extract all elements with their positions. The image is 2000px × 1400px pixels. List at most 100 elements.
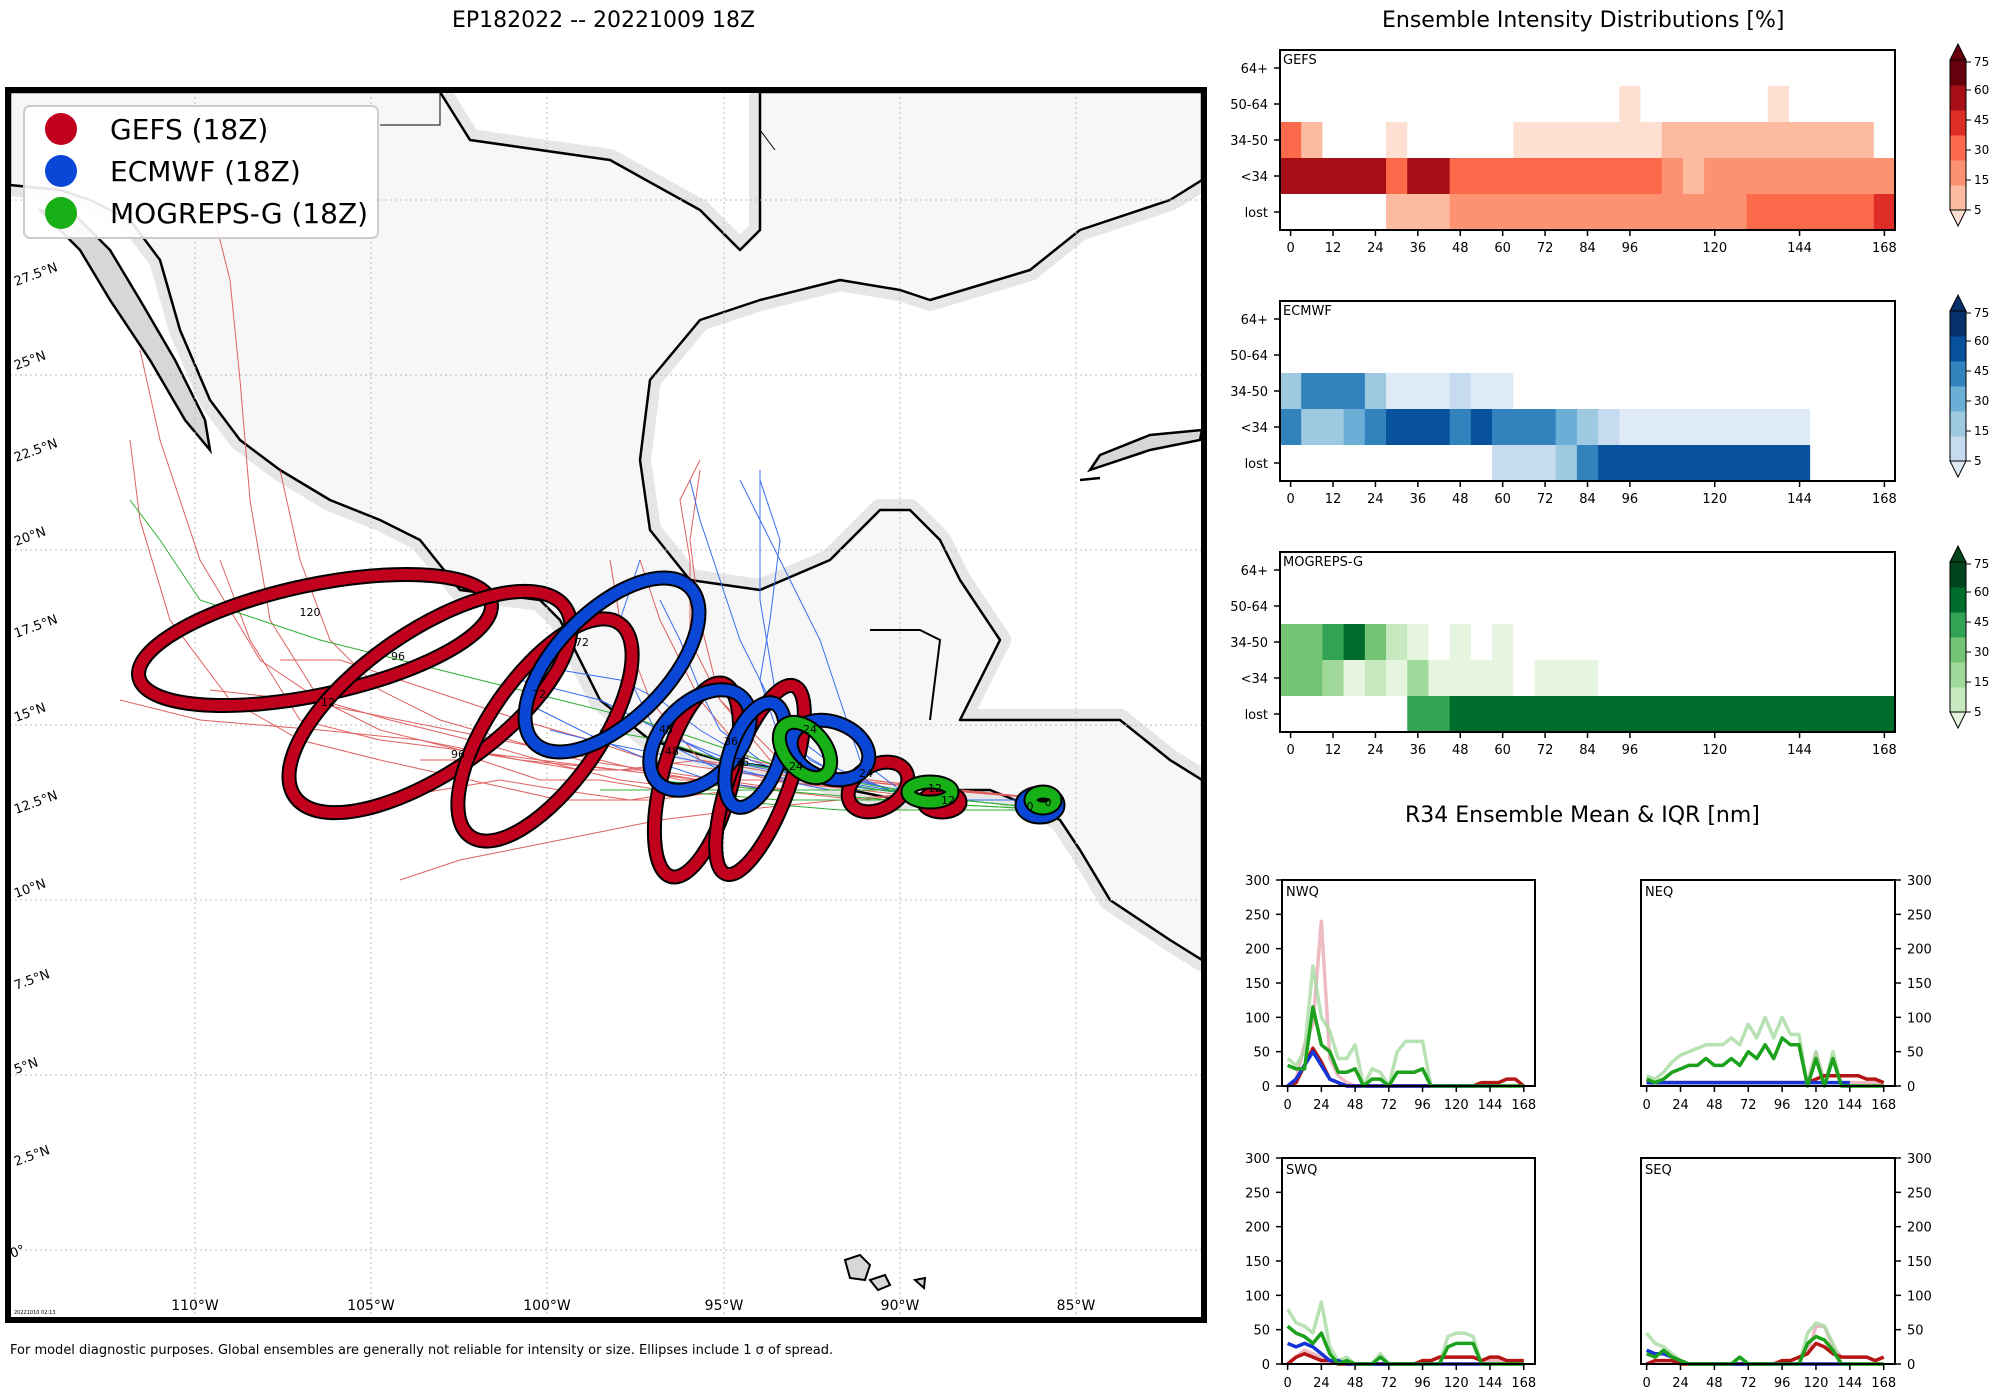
heatmap-cell: [1322, 158, 1345, 195]
x-tick-label: 60: [1494, 743, 1511, 758]
heatmap-cell: [1301, 660, 1323, 697]
map-frame: [5, 87, 1207, 1323]
heatmap-cell: [1407, 337, 1429, 374]
x-tick-label: 144: [1787, 492, 1812, 507]
y-tick-label: 150: [1245, 977, 1270, 992]
heatmap-cell: [1449, 122, 1472, 159]
x-tick-label: 48: [1452, 241, 1469, 256]
heatmap-cell: [1555, 588, 1578, 625]
x-tick-label: 72: [1740, 1098, 1757, 1113]
heatmap-cell: [1746, 696, 1769, 733]
colorbar-extend-max: [1949, 544, 1967, 563]
heatmap-cell: [1873, 552, 1896, 589]
heatmap-cell: [1831, 660, 1854, 697]
heatmap-cell: [1598, 373, 1620, 410]
colorbar-tick-label: 30: [1974, 645, 1989, 659]
heatmap-cell: [1343, 122, 1366, 159]
y-tick-label: 150: [1245, 1255, 1270, 1270]
heatmap-cell: [1301, 301, 1323, 338]
heatmap-cell: [1767, 50, 1790, 87]
y-tick-label: 34-50: [1230, 636, 1268, 651]
heatmap-cell: [1449, 445, 1472, 482]
ellipse-label: 12: [321, 696, 335, 709]
heatmap-cell: [1449, 50, 1472, 87]
heatmap-cell: [1682, 194, 1705, 231]
heatmap-cell: [1619, 86, 1642, 123]
heatmap-cell: [1767, 122, 1790, 159]
x-tick-label: 0: [1643, 1098, 1651, 1113]
heatmap-cell: [1322, 552, 1345, 589]
heatmap-cell: [1343, 50, 1366, 87]
x-tick-label: 168: [1872, 743, 1897, 758]
heatmap-cell: [1725, 194, 1748, 231]
heatmap-cell: [1746, 301, 1769, 338]
x-tick-label: 24: [1313, 1376, 1330, 1391]
heatmap-cell: [1767, 373, 1790, 410]
heatmap-cell: [1852, 373, 1875, 410]
colorbar-segment: [1950, 587, 1966, 613]
heatmap-cell: [1534, 122, 1557, 159]
x-tick-label: 144: [1837, 1376, 1862, 1391]
heatmap-cell: [1492, 86, 1514, 123]
y-tick-label: 0: [1262, 1358, 1270, 1373]
heatmap-cell: [1343, 552, 1366, 589]
y-tick-label: 300: [1907, 1152, 1932, 1167]
x-tick-label: 120: [1444, 1098, 1469, 1113]
heatmap-cell: [1513, 445, 1535, 482]
lon-label: 85°W: [1057, 1298, 1096, 1314]
y-tick-label: 300: [1907, 874, 1932, 889]
x-tick-label: 84: [1579, 743, 1596, 758]
heatmap-cell: [1470, 409, 1493, 446]
heatmap-cell: [1661, 552, 1684, 589]
x-tick-label: 48: [1452, 492, 1469, 507]
y-tick-label: 200: [1907, 943, 1932, 958]
heatmap-cell: [1470, 158, 1493, 195]
colorbar-tick-label: 75: [1974, 55, 1989, 69]
x-tick-label: 144: [1478, 1098, 1503, 1113]
heatmap-cell: [1640, 445, 1663, 482]
heatmap-cell: [1386, 158, 1408, 195]
heatmap-cell: [1810, 696, 1832, 733]
heatmap-cell: [1513, 158, 1535, 195]
heatmap-cell: [1449, 624, 1472, 661]
heatmap-cell: [1640, 86, 1663, 123]
heatmap-cell: [1619, 445, 1642, 482]
legend-marker-ecmwf: [45, 155, 77, 187]
heatmap-cell: [1746, 660, 1769, 697]
plot-title: SEQ: [1645, 1163, 1672, 1178]
heatmap-title: ECMWF: [1283, 304, 1332, 319]
ellipse-label: 24: [803, 723, 817, 736]
heatmap-cell: [1873, 409, 1896, 446]
heatmap-cell: [1598, 660, 1620, 697]
heatmap-cell: [1661, 194, 1684, 231]
ellipse-label: 48: [659, 723, 673, 736]
heatmap-ecmwf: ECMWF 64+ 50-64 34-50 <34 lost 0 12 24 36 48 60 72 84…: [1230, 293, 1989, 507]
heatmap-cell: [1598, 696, 1620, 733]
x-tick-label: 36: [1410, 492, 1427, 507]
heatmap-cell: [1386, 445, 1408, 482]
y-tick-label: 250: [1907, 908, 1932, 923]
heatmap-cell: [1661, 696, 1684, 733]
heatmap-cell: [1852, 122, 1875, 159]
heatmap-cell: [1534, 588, 1557, 625]
r34-panel-swq: SWQ 0 24 48 72 96 120 144 168 300 250 200 150 100 50 0: [1245, 1152, 1536, 1391]
heatmap-cell: [1576, 122, 1599, 159]
heatmap-cell: [1470, 696, 1493, 733]
heatmap-cell: [1598, 409, 1620, 446]
ellipse-label: 96: [391, 650, 405, 663]
lon-label: 95°W: [705, 1298, 744, 1314]
heatmap-cell: [1810, 194, 1832, 231]
colorbar-segment: [1950, 411, 1966, 437]
heatmap-cell: [1661, 158, 1684, 195]
lon-label: 90°W: [881, 1298, 920, 1314]
heatmap-cell: [1725, 301, 1748, 338]
heatmap-cell: [1492, 445, 1514, 482]
x-tick-label: 0: [1286, 492, 1294, 507]
heatmap-cell: [1873, 86, 1896, 123]
heatmap-cell: [1767, 301, 1790, 338]
colorbar-segment: [1950, 311, 1966, 337]
x-tick-label: 144: [1787, 241, 1812, 256]
heatmap-cell: [1873, 445, 1896, 482]
x-tick-label: 84: [1579, 492, 1596, 507]
heatmap-cell: [1407, 660, 1429, 697]
